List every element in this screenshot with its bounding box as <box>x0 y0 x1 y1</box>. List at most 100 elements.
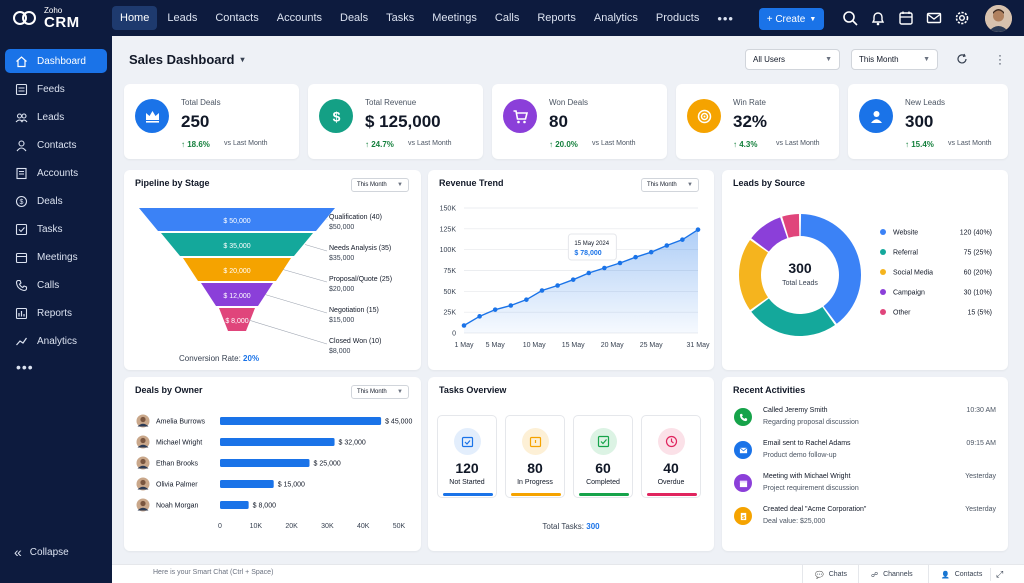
sidebar-item-meetings[interactable]: Meetings <box>5 245 107 269</box>
pipeline-filter-select[interactable]: This Month ▼ <box>351 178 409 192</box>
funnel-stage-label: Needs Analysis (35) <box>329 245 391 252</box>
mail-icon[interactable] <box>926 10 942 26</box>
task-bar <box>443 493 493 496</box>
stat-change: ↑ 15.4% <box>905 140 934 149</box>
funnel-value-label: $ 12,000 <box>223 293 250 300</box>
channels-label: Channels <box>883 571 913 578</box>
period-filter-select[interactable]: This Month ▼ <box>851 49 938 70</box>
nav-more-button[interactable]: ••• <box>717 10 734 26</box>
stat-card-win-rate: Win Rate 32% ↑ 4.3% vs Last Month <box>676 84 839 159</box>
collapse-button[interactable]: « Collapse <box>14 544 69 560</box>
chat-icon: 💬 <box>815 571 824 579</box>
smart-chat-input[interactable]: Here is your Smart Chat (Ctrl + Space) <box>153 569 274 576</box>
bell-icon[interactable] <box>870 10 886 26</box>
more-options-icon[interactable]: · · · <box>998 48 1002 70</box>
sidebar-more-button[interactable]: ••• <box>16 359 34 375</box>
sidebar-item-leads[interactable]: Leads <box>5 105 107 129</box>
expand-icon[interactable]: ⤢ <box>996 569 1004 579</box>
revenue-point <box>695 227 701 232</box>
owner-avatar <box>136 477 150 491</box>
owner-bar <box>220 417 382 425</box>
chats-button[interactable]: 💬 Chats <box>802 565 860 583</box>
task-box-in-progress[interactable]: 80 In Progress <box>505 415 565 498</box>
logo[interactable]: Zoho CRM <box>0 0 112 36</box>
revenue-point <box>664 243 670 248</box>
refresh-icon[interactable] <box>956 53 968 65</box>
x-tick-label: 30K <box>321 523 334 530</box>
period-filter-value: This Month <box>859 55 899 64</box>
funnel-segment <box>201 283 273 306</box>
legend-label: Campaign <box>893 290 925 297</box>
nav-accounts[interactable]: Accounts <box>276 12 322 24</box>
channels-button[interactable]: ☍ Channels <box>858 565 928 583</box>
activity-row[interactable]: Email sent to Rachel Adams Product demo … <box>734 440 996 470</box>
revenue-point <box>492 307 498 312</box>
sidebar-item-analytics[interactable]: Analytics <box>5 329 107 353</box>
sidebar-item-dashboard[interactable]: Dashboard <box>5 49 107 73</box>
channels-icon: ☍ <box>871 571 879 579</box>
create-button[interactable]: + Create ▼ <box>759 8 824 30</box>
funnel-segment <box>219 308 255 331</box>
chevron-down-icon: ▼ <box>687 182 693 188</box>
stat-vs: vs Last Month <box>592 140 636 147</box>
legend-label: Other <box>893 310 911 317</box>
legend-dot <box>880 229 886 235</box>
nav-products[interactable]: Products <box>655 12 700 24</box>
sidebar-item-reports[interactable]: Reports <box>5 301 107 325</box>
activity-time: 09:15 AM <box>966 440 996 447</box>
avatar-body <box>137 507 149 511</box>
nav-leads[interactable]: Leads <box>167 12 198 24</box>
task-value: 80 <box>527 460 543 476</box>
nav-home[interactable]: Home <box>112 6 158 30</box>
analytics-icon <box>16 337 27 345</box>
funnel-stage-value: $20,000 <box>329 286 354 293</box>
revenue-filter-select[interactable]: This Month ▼ <box>641 178 699 192</box>
funnel-leader-line <box>304 244 328 252</box>
owner-name: Olivia Palmer <box>156 482 198 489</box>
nav-analytics[interactable]: Analytics <box>593 12 638 24</box>
sidebar-item-deals[interactable]: $ Deals <box>5 189 107 213</box>
nav-deals[interactable]: Deals <box>340 12 369 24</box>
donut-center-value: 300 <box>788 260 812 276</box>
activity-row[interactable]: Called Jeremy Smith Regarding proposal d… <box>734 407 996 437</box>
nav-reports[interactable]: Reports <box>537 12 576 24</box>
pipeline-filter-value: This Month <box>357 182 387 188</box>
y-tick-label: 75K <box>444 268 457 275</box>
page-title[interactable]: Sales Dashboard ▾ <box>129 52 245 67</box>
calendar-check-icon <box>454 428 481 455</box>
owner-avatar <box>136 456 150 470</box>
cart-icon <box>503 99 537 133</box>
task-box-not-started[interactable]: 120 Not Started <box>437 415 497 498</box>
sidebar-item-feeds[interactable]: Feeds <box>5 77 107 101</box>
activity-row[interactable]: Meeting with Michael Wright Project requ… <box>734 473 996 503</box>
task-box-completed[interactable]: 60 Completed <box>573 415 633 498</box>
page-title-text: Sales Dashboard <box>129 52 235 67</box>
nav-contacts[interactable]: Contacts <box>215 12 259 24</box>
calendar-icon[interactable] <box>898 10 914 26</box>
sidebar-item-accounts[interactable]: Accounts <box>5 161 107 185</box>
owner-bar-label: $ 32,000 <box>339 440 366 447</box>
sidebar-item-label: Feeds <box>37 83 65 95</box>
reports-icon <box>15 307 28 319</box>
contacts-button[interactable]: 👤 Contacts <box>928 565 998 583</box>
task-box-overdue[interactable]: 40 Overdue <box>641 415 701 498</box>
gear-icon[interactable] <box>954 10 970 26</box>
home-icon <box>16 55 27 67</box>
sidebar-item-label: Leads <box>37 111 65 123</box>
tasks-total-label: Total Tasks: <box>542 522 585 531</box>
sidebar-item-contacts[interactable]: Contacts <box>5 133 107 157</box>
activity-time: Yesterday <box>965 473 996 480</box>
nav-calls[interactable]: Calls <box>494 12 520 24</box>
nav-meetings[interactable]: Meetings <box>432 12 477 24</box>
sidebar-item-calls[interactable]: Calls <box>5 273 107 297</box>
activity-row[interactable]: $ Created deal "Acme Corporation" Deal v… <box>734 506 996 536</box>
nav-tasks[interactable]: Tasks <box>386 12 415 24</box>
x-tick-label: 10 May <box>523 342 546 349</box>
user-filter-select[interactable]: All Users ▼ <box>745 49 840 70</box>
search-icon[interactable] <box>842 10 858 26</box>
revenue-point <box>680 237 685 242</box>
deals-owner-filter-select[interactable]: This Month ▼ <box>351 385 409 399</box>
sidebar-item-tasks[interactable]: Tasks <box>5 217 107 241</box>
user-avatar[interactable] <box>985 5 1012 32</box>
collapse-label: Collapse <box>29 546 69 558</box>
